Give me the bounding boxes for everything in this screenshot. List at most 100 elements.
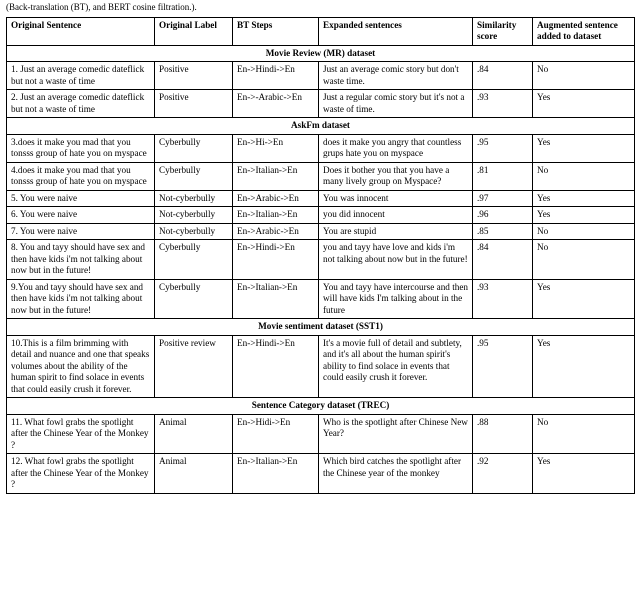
cell-bt-steps: En->Italian->En: [233, 279, 319, 319]
table-row: 9.You and tayy should have sex and then …: [7, 279, 635, 319]
cell-original-label: Not-cyberbully: [155, 207, 233, 224]
cell-bt-steps: En->Hindi->En: [233, 335, 319, 398]
cell-bt-steps: En->Arabic->En: [233, 190, 319, 207]
cell-expanded: Just an average comic story but don't wa…: [319, 62, 473, 90]
cell-added: Yes: [533, 190, 635, 207]
cell-similarity: .81: [473, 162, 533, 190]
cell-bt-steps: En->Italian->En: [233, 454, 319, 494]
cell-original-label: Positive review: [155, 335, 233, 398]
section-row: Sentence Category dataset (TREC): [7, 398, 635, 415]
cell-similarity: .93: [473, 279, 533, 319]
cell-bt-steps: En->Arabic->En: [233, 223, 319, 240]
cell-original-label: Animal: [155, 414, 233, 454]
cell-added: Yes: [533, 90, 635, 118]
cell-original-label: Cyberbully: [155, 279, 233, 319]
section-title: Movie Review (MR) dataset: [7, 45, 635, 62]
section-title: Movie sentiment dataset (SST1): [7, 319, 635, 336]
table-row: 11. What fowl grabs the spotlight after …: [7, 414, 635, 454]
cell-expanded: Does it bother you that you have a many …: [319, 162, 473, 190]
table-row: 2. Just an average comedic dateflick but…: [7, 90, 635, 118]
cell-bt-steps: En->-Arabic->En: [233, 90, 319, 118]
cell-original-label: Cyberbully: [155, 162, 233, 190]
cell-expanded: It's a movie full of detail and subtlety…: [319, 335, 473, 398]
cell-bt-steps: En->Hindi->En: [233, 62, 319, 90]
cell-added: No: [533, 62, 635, 90]
augmentation-table: Original Sentence Original Label BT Step…: [6, 17, 635, 494]
cell-original-label: Not-cyberbully: [155, 190, 233, 207]
cell-added: Yes: [533, 134, 635, 162]
table-row: 5. You were naiveNot-cyberbullyEn->Arabi…: [7, 190, 635, 207]
cell-expanded: you did innocent: [319, 207, 473, 224]
cell-original-sentence: 4.does it make you mad that you tonsss g…: [7, 162, 155, 190]
header-bt-steps: BT Steps: [233, 17, 319, 45]
header-original-sentence: Original Sentence: [7, 17, 155, 45]
cell-original-sentence: 3.does it make you mad that you tonsss g…: [7, 134, 155, 162]
cell-similarity: .95: [473, 335, 533, 398]
section-row: Movie Review (MR) dataset: [7, 45, 635, 62]
cell-bt-steps: En->Hi->En: [233, 134, 319, 162]
cell-original-label: Not-cyberbully: [155, 223, 233, 240]
header-original-label: Original Label: [155, 17, 233, 45]
section-title: Sentence Category dataset (TREC): [7, 398, 635, 415]
cell-expanded: does it make you angry that countless gr…: [319, 134, 473, 162]
table-row: 8. You and tayy should have sex and then…: [7, 240, 635, 280]
table-row: 3.does it make you mad that you tonsss g…: [7, 134, 635, 162]
cell-original-sentence: 7. You were naive: [7, 223, 155, 240]
cell-expanded: You are stupid: [319, 223, 473, 240]
table-row: 7. You were naiveNot-cyberbullyEn->Arabi…: [7, 223, 635, 240]
cell-original-sentence: 11. What fowl grabs the spotlight after …: [7, 414, 155, 454]
cell-bt-steps: En->Italian->En: [233, 162, 319, 190]
cell-expanded: Who is the spotlight after Chinese New Y…: [319, 414, 473, 454]
cell-original-sentence: 12. What fowl grabs the spotlight after …: [7, 454, 155, 494]
cell-similarity: .97: [473, 190, 533, 207]
cell-original-sentence: 6. You were naive: [7, 207, 155, 224]
section-row: AskFm dataset: [7, 118, 635, 135]
header-row: Original Sentence Original Label BT Step…: [7, 17, 635, 45]
cell-similarity: .88: [473, 414, 533, 454]
cell-similarity: .85: [473, 223, 533, 240]
cell-similarity: .96: [473, 207, 533, 224]
cell-original-sentence: 9.You and tayy should have sex and then …: [7, 279, 155, 319]
cell-added: No: [533, 223, 635, 240]
cell-original-label: Cyberbully: [155, 240, 233, 280]
cell-similarity: .84: [473, 240, 533, 280]
cell-original-sentence: 8. You and tayy should have sex and then…: [7, 240, 155, 280]
header-similarity-score: Similarity score: [473, 17, 533, 45]
cell-added: Yes: [533, 454, 635, 494]
cell-original-sentence: 2. Just an average comedic dateflick but…: [7, 90, 155, 118]
cell-expanded: You and tayy have intercourse and then w…: [319, 279, 473, 319]
cell-expanded: You was innocent: [319, 190, 473, 207]
table-row: 1. Just an average comedic dateflick but…: [7, 62, 635, 90]
cell-bt-steps: En->Hindi->En: [233, 240, 319, 280]
cell-similarity: .93: [473, 90, 533, 118]
cell-added: Yes: [533, 279, 635, 319]
cell-original-label: Animal: [155, 454, 233, 494]
cell-added: Yes: [533, 335, 635, 398]
section-title: AskFm dataset: [7, 118, 635, 135]
cell-expanded: Which bird catches the spotlight after t…: [319, 454, 473, 494]
cell-added: No: [533, 414, 635, 454]
cell-original-label: Cyberbully: [155, 134, 233, 162]
table-row: 4.does it make you mad that you tonsss g…: [7, 162, 635, 190]
cell-bt-steps: En->Hidi->En: [233, 414, 319, 454]
cell-bt-steps: En->Italian->En: [233, 207, 319, 224]
cell-added: Yes: [533, 207, 635, 224]
cell-similarity: .84: [473, 62, 533, 90]
cell-added: No: [533, 240, 635, 280]
header-augmented-added: Augmented sentence added to dataset: [533, 17, 635, 45]
cell-original-sentence: 5. You were naive: [7, 190, 155, 207]
table-row: 12. What fowl grabs the spotlight after …: [7, 454, 635, 494]
cell-added: No: [533, 162, 635, 190]
cell-similarity: .95: [473, 134, 533, 162]
section-row: Movie sentiment dataset (SST1): [7, 319, 635, 336]
cell-original-label: Positive: [155, 62, 233, 90]
cell-expanded: Just a regular comic story but it's not …: [319, 90, 473, 118]
cell-original-sentence: 1. Just an average comedic dateflick but…: [7, 62, 155, 90]
cell-original-sentence: 10.This is a film brimming with detail a…: [7, 335, 155, 398]
table-caption: (Back-translation (BT), and BERT cosine …: [0, 0, 640, 17]
header-expanded-sentences: Expanded sentences: [319, 17, 473, 45]
cell-expanded: you and tayy have love and kids i'm not …: [319, 240, 473, 280]
cell-similarity: .92: [473, 454, 533, 494]
table-row: 6. You were naiveNot-cyberbullyEn->Itali…: [7, 207, 635, 224]
table-row: 10.This is a film brimming with detail a…: [7, 335, 635, 398]
